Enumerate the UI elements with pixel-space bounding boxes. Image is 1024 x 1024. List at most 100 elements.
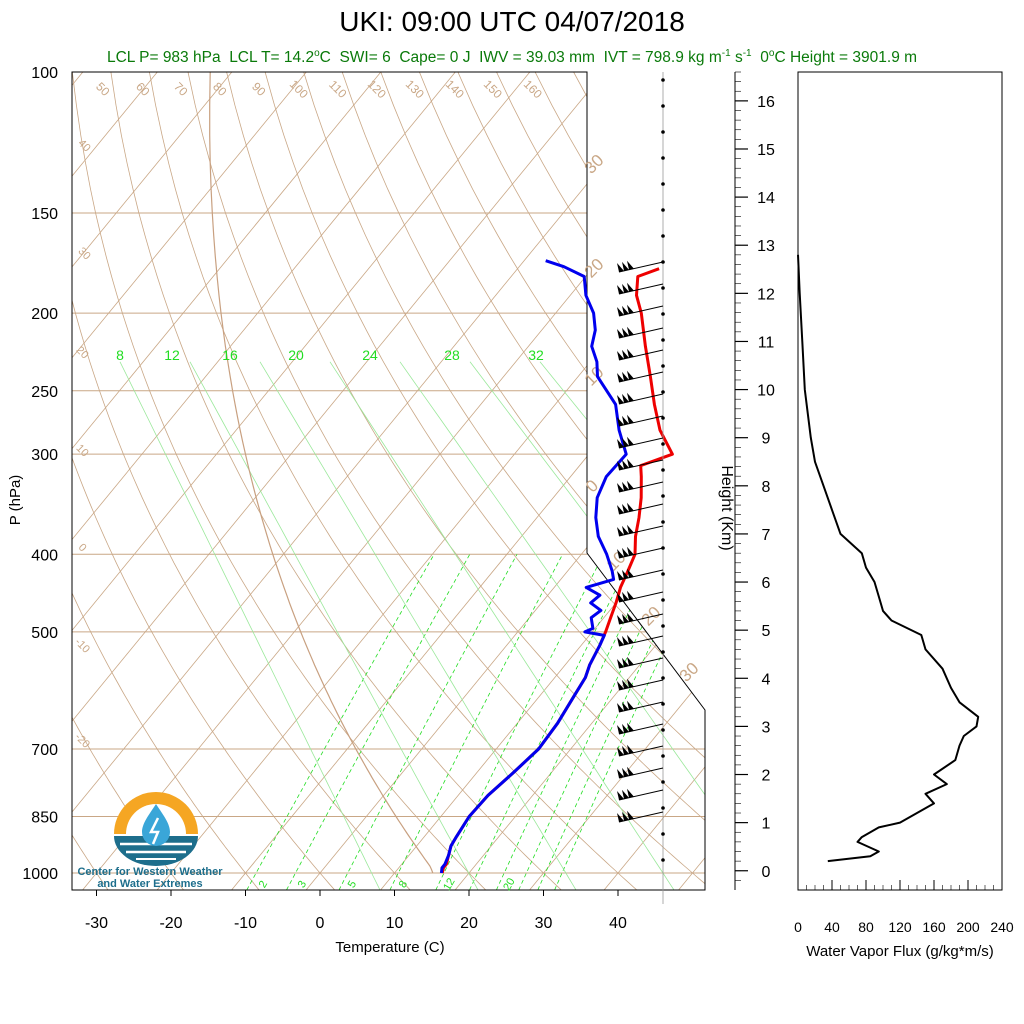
mixing-ratio-line <box>554 554 705 890</box>
wind-barb-flag <box>617 549 624 558</box>
mixing-ratio-top-label: 8 <box>116 347 124 363</box>
mixing-ratio-line <box>435 554 604 890</box>
wind-barb-flag <box>627 524 634 534</box>
dry-adiabat-line <box>72 72 411 890</box>
wind-barb-flag <box>622 701 629 711</box>
ivt-value: IVT = 798.9 kg m <box>603 49 722 67</box>
moist-adiabat-line <box>399 361 705 890</box>
mixing-ratio-line <box>286 554 471 890</box>
theta-label: 120 <box>365 77 389 101</box>
pressure-tick-label: 700 <box>31 742 58 759</box>
wind-barb-flag <box>627 700 634 710</box>
flux-tick-label: 0 <box>794 919 802 935</box>
height-tick-label: 10 <box>757 383 775 400</box>
barb-station-dot <box>661 572 665 576</box>
wind-barb-flag <box>627 304 634 314</box>
wind-barb-flag <box>627 656 634 666</box>
moist-adiabat-line <box>189 361 479 890</box>
dry-adiabat-line <box>226 72 705 890</box>
barb-station-dot <box>661 364 665 368</box>
wind-barb-flag <box>627 260 634 270</box>
wind-barb-flag <box>617 791 624 800</box>
isotherm-label: 30 <box>676 659 703 686</box>
cape-value: Cape= 0 J <box>399 49 471 67</box>
dry-adiabat-line <box>380 72 705 890</box>
wind-barb-flag <box>617 593 624 602</box>
height-tick-label: 6 <box>762 575 771 592</box>
dry-adiabat-line <box>534 72 705 890</box>
theta-label: 90 <box>249 79 269 99</box>
barb-station-dot <box>661 806 665 810</box>
cw3e-logo <box>114 792 198 866</box>
isotherm-line <box>156 72 705 890</box>
wind-barb-flag <box>627 546 634 556</box>
wind-barb-flag <box>622 437 629 447</box>
height-tick-label: 7 <box>762 527 771 544</box>
wind-barb-flag <box>627 436 634 446</box>
pressure-tick-label: 850 <box>31 809 58 826</box>
wind-barb-flag <box>627 392 634 402</box>
height-tick-label: 1 <box>762 816 771 833</box>
isotherm-line <box>82 72 705 890</box>
skewt-frame <box>71 71 706 891</box>
pressure-tick-label: 400 <box>31 547 58 564</box>
dry-adiabat-line <box>688 72 705 890</box>
height-tick-label: 15 <box>757 142 775 159</box>
isotherm-line <box>529 72 705 890</box>
wind-barb-flag <box>622 481 629 491</box>
barb-station-dot <box>661 390 665 394</box>
mixing-ratio-bottom-label: 3 <box>296 879 309 890</box>
height-tick-label: 12 <box>757 286 775 303</box>
mixing-ratio-top-label: 16 <box>222 347 238 363</box>
wind-barb-flag <box>627 722 634 732</box>
theta-label: 50 <box>93 79 113 99</box>
wind-barb-flag <box>622 745 629 755</box>
temperature-tick-label: 0 <box>316 915 325 932</box>
barb-station-dot <box>661 442 665 446</box>
isotherm-label: 10 <box>74 442 91 459</box>
isotherm-line <box>72 72 680 890</box>
wind-barb-flag <box>617 747 624 756</box>
wind-barb-flag <box>617 571 624 580</box>
barb-station-dot <box>661 416 665 420</box>
moist-adiabat-line <box>259 361 577 890</box>
logo-caption-line1: Center for Western Weather <box>77 866 223 878</box>
barb-station-dot <box>661 338 665 342</box>
wind-barb-flag <box>622 635 629 645</box>
wind-barb-flag <box>617 395 624 404</box>
isotherm-line <box>72 72 307 890</box>
wind-barb-flag <box>617 703 624 712</box>
barb-station-dot <box>661 78 665 82</box>
barb-station-dot <box>661 234 665 238</box>
temperature-axis-label: Temperature (C) <box>335 939 444 956</box>
temperature-tick-label: -30 <box>85 915 108 932</box>
flux-frame <box>797 71 1003 891</box>
height-tick-label: 0 <box>762 864 771 881</box>
wind-barb-flag <box>617 263 624 272</box>
isotherm-line <box>72 72 456 890</box>
wind-barb-flag <box>627 480 634 490</box>
pressure-axis-label: P (hPa) <box>7 475 24 526</box>
wind-barb-flag <box>622 767 629 777</box>
wind-barb-flag <box>622 327 629 337</box>
temperature-tick-label: 20 <box>460 915 478 932</box>
height-tick-label: 11 <box>758 334 775 351</box>
isotherm-line <box>72 72 531 890</box>
wind-barb-flag <box>622 547 629 557</box>
temperature-tick-label: 40 <box>609 915 627 932</box>
wind-barb-flag <box>627 458 634 468</box>
wind-barb-flag <box>617 417 624 426</box>
theta-label: 60 <box>133 79 153 99</box>
wind-barb-flag <box>617 659 624 668</box>
zero-height-value: C Height = 3901.9 m <box>774 49 918 67</box>
barb-station-dot <box>661 182 665 186</box>
dry-adiabat-line <box>303 72 705 890</box>
height-tick-label: 8 <box>762 479 771 496</box>
height-tick-label: 5 <box>762 623 771 640</box>
temperature-profile <box>440 267 674 874</box>
pressure-tick-label: 1000 <box>22 866 58 883</box>
wind-barb-flag <box>622 283 629 293</box>
wind-barbs <box>617 72 665 904</box>
isotherm-label: 40 <box>76 137 93 154</box>
